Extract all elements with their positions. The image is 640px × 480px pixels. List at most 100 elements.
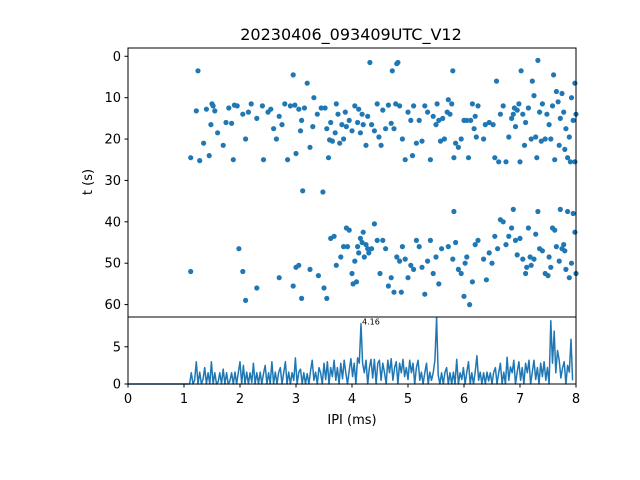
scatter-point xyxy=(462,260,468,266)
scatter-point xyxy=(195,68,201,74)
scatter-points xyxy=(188,57,579,308)
scatter-point xyxy=(411,266,417,272)
scatter-point xyxy=(290,72,296,78)
scatter-point xyxy=(416,244,422,250)
scatter-point xyxy=(273,136,279,142)
scatter-point xyxy=(506,134,512,140)
scatter-point xyxy=(349,270,355,277)
scatter-point xyxy=(473,134,479,140)
scatter-point xyxy=(371,221,377,227)
scatter-point xyxy=(469,101,475,107)
scatter-point xyxy=(437,138,444,144)
scatter-point xyxy=(296,262,302,268)
scatter-point xyxy=(322,105,328,111)
scatter-point xyxy=(425,109,431,115)
scatter-point xyxy=(500,219,506,225)
scatter-point xyxy=(397,258,403,264)
scatter-point xyxy=(206,153,212,159)
scatter-y-tick-label: 60 xyxy=(104,298,121,313)
scatter-point xyxy=(240,111,246,117)
scatter-point xyxy=(563,266,569,272)
scatter-point xyxy=(562,146,568,152)
scatter-point xyxy=(389,68,395,74)
scatter-point xyxy=(254,285,260,291)
scatter-point xyxy=(188,155,194,161)
scatter-y-tick-label: 40 xyxy=(104,215,121,230)
scatter-point xyxy=(514,252,520,258)
scatter-point xyxy=(402,256,408,262)
scatter-point xyxy=(512,124,519,130)
x-tick-label: 6 xyxy=(460,392,468,407)
scatter-point xyxy=(475,103,481,109)
scatter-point xyxy=(346,117,352,123)
scatter-point xyxy=(408,117,414,123)
scatter-point xyxy=(563,126,569,132)
scatter-point xyxy=(545,273,551,279)
scatter-point xyxy=(451,208,457,215)
scatter-point xyxy=(287,103,293,109)
scatter-y-ticks: 0 10 20 30 40 50 60 xyxy=(104,50,128,313)
scatter-y-tick-label: 0 xyxy=(113,50,121,65)
scatter-point xyxy=(458,270,464,277)
scatter-point xyxy=(445,97,451,103)
scatter-y-tick-label: 20 xyxy=(104,133,121,148)
scatter-point xyxy=(297,128,304,134)
scatter-point xyxy=(486,119,492,126)
scatter-point xyxy=(527,254,533,260)
scatter-point xyxy=(393,101,399,107)
scatter-point xyxy=(193,108,199,114)
scatter-point xyxy=(408,262,414,268)
scatter-point xyxy=(335,111,341,117)
scatter-point xyxy=(533,231,539,237)
scatter-point xyxy=(468,117,474,123)
scatter-panel: 0 10 20 30 40 50 60 t (s) xyxy=(81,47,579,318)
scatter-point xyxy=(510,206,516,212)
x-tick-label: 7 xyxy=(516,392,524,407)
scatter-point xyxy=(539,101,546,107)
scatter-point xyxy=(524,264,530,270)
scatter-point xyxy=(405,275,411,281)
scatter-point xyxy=(514,107,520,113)
scatter-point xyxy=(533,134,539,140)
scatter-point xyxy=(314,111,320,117)
scatter-point xyxy=(486,250,492,256)
scatter-point xyxy=(254,115,260,121)
scatter-point xyxy=(385,102,391,108)
scatter-point xyxy=(503,242,509,248)
scatter-point xyxy=(341,244,347,250)
scatter-point xyxy=(304,80,310,86)
scatter-point xyxy=(240,268,246,275)
scatter-point xyxy=(391,126,397,132)
scatter-point xyxy=(565,155,571,161)
scatter-point xyxy=(445,244,451,250)
scatter-point xyxy=(243,136,249,142)
scatter-point xyxy=(539,248,546,254)
scatter-point xyxy=(506,233,512,239)
scatter-point xyxy=(561,109,567,115)
scatter-point xyxy=(398,289,404,295)
scatter-point xyxy=(405,109,411,115)
scatter-point xyxy=(307,266,313,272)
scatter-point xyxy=(300,188,306,194)
scatter-point xyxy=(324,126,330,132)
scatter-point xyxy=(356,106,362,112)
scatter-point xyxy=(360,122,366,128)
x-tick-label: 3 xyxy=(292,392,300,407)
scatter-point xyxy=(490,122,496,128)
scatter-point xyxy=(455,266,461,272)
scatter-point xyxy=(356,250,362,256)
x-tick-label: 8 xyxy=(572,392,580,407)
scatter-point xyxy=(520,256,526,262)
scatter-y-tick-label: 50 xyxy=(104,257,121,272)
scatter-point xyxy=(427,237,433,243)
scatter-point xyxy=(561,242,567,248)
scatter-point xyxy=(493,78,500,84)
scatter-point xyxy=(359,111,365,117)
scatter-point xyxy=(325,155,332,161)
scatter-point xyxy=(546,254,552,260)
scatter-point xyxy=(234,103,240,109)
scatter-point xyxy=(509,115,515,121)
scatter-point xyxy=(566,134,572,140)
x-tick-label: 4 xyxy=(348,392,356,407)
